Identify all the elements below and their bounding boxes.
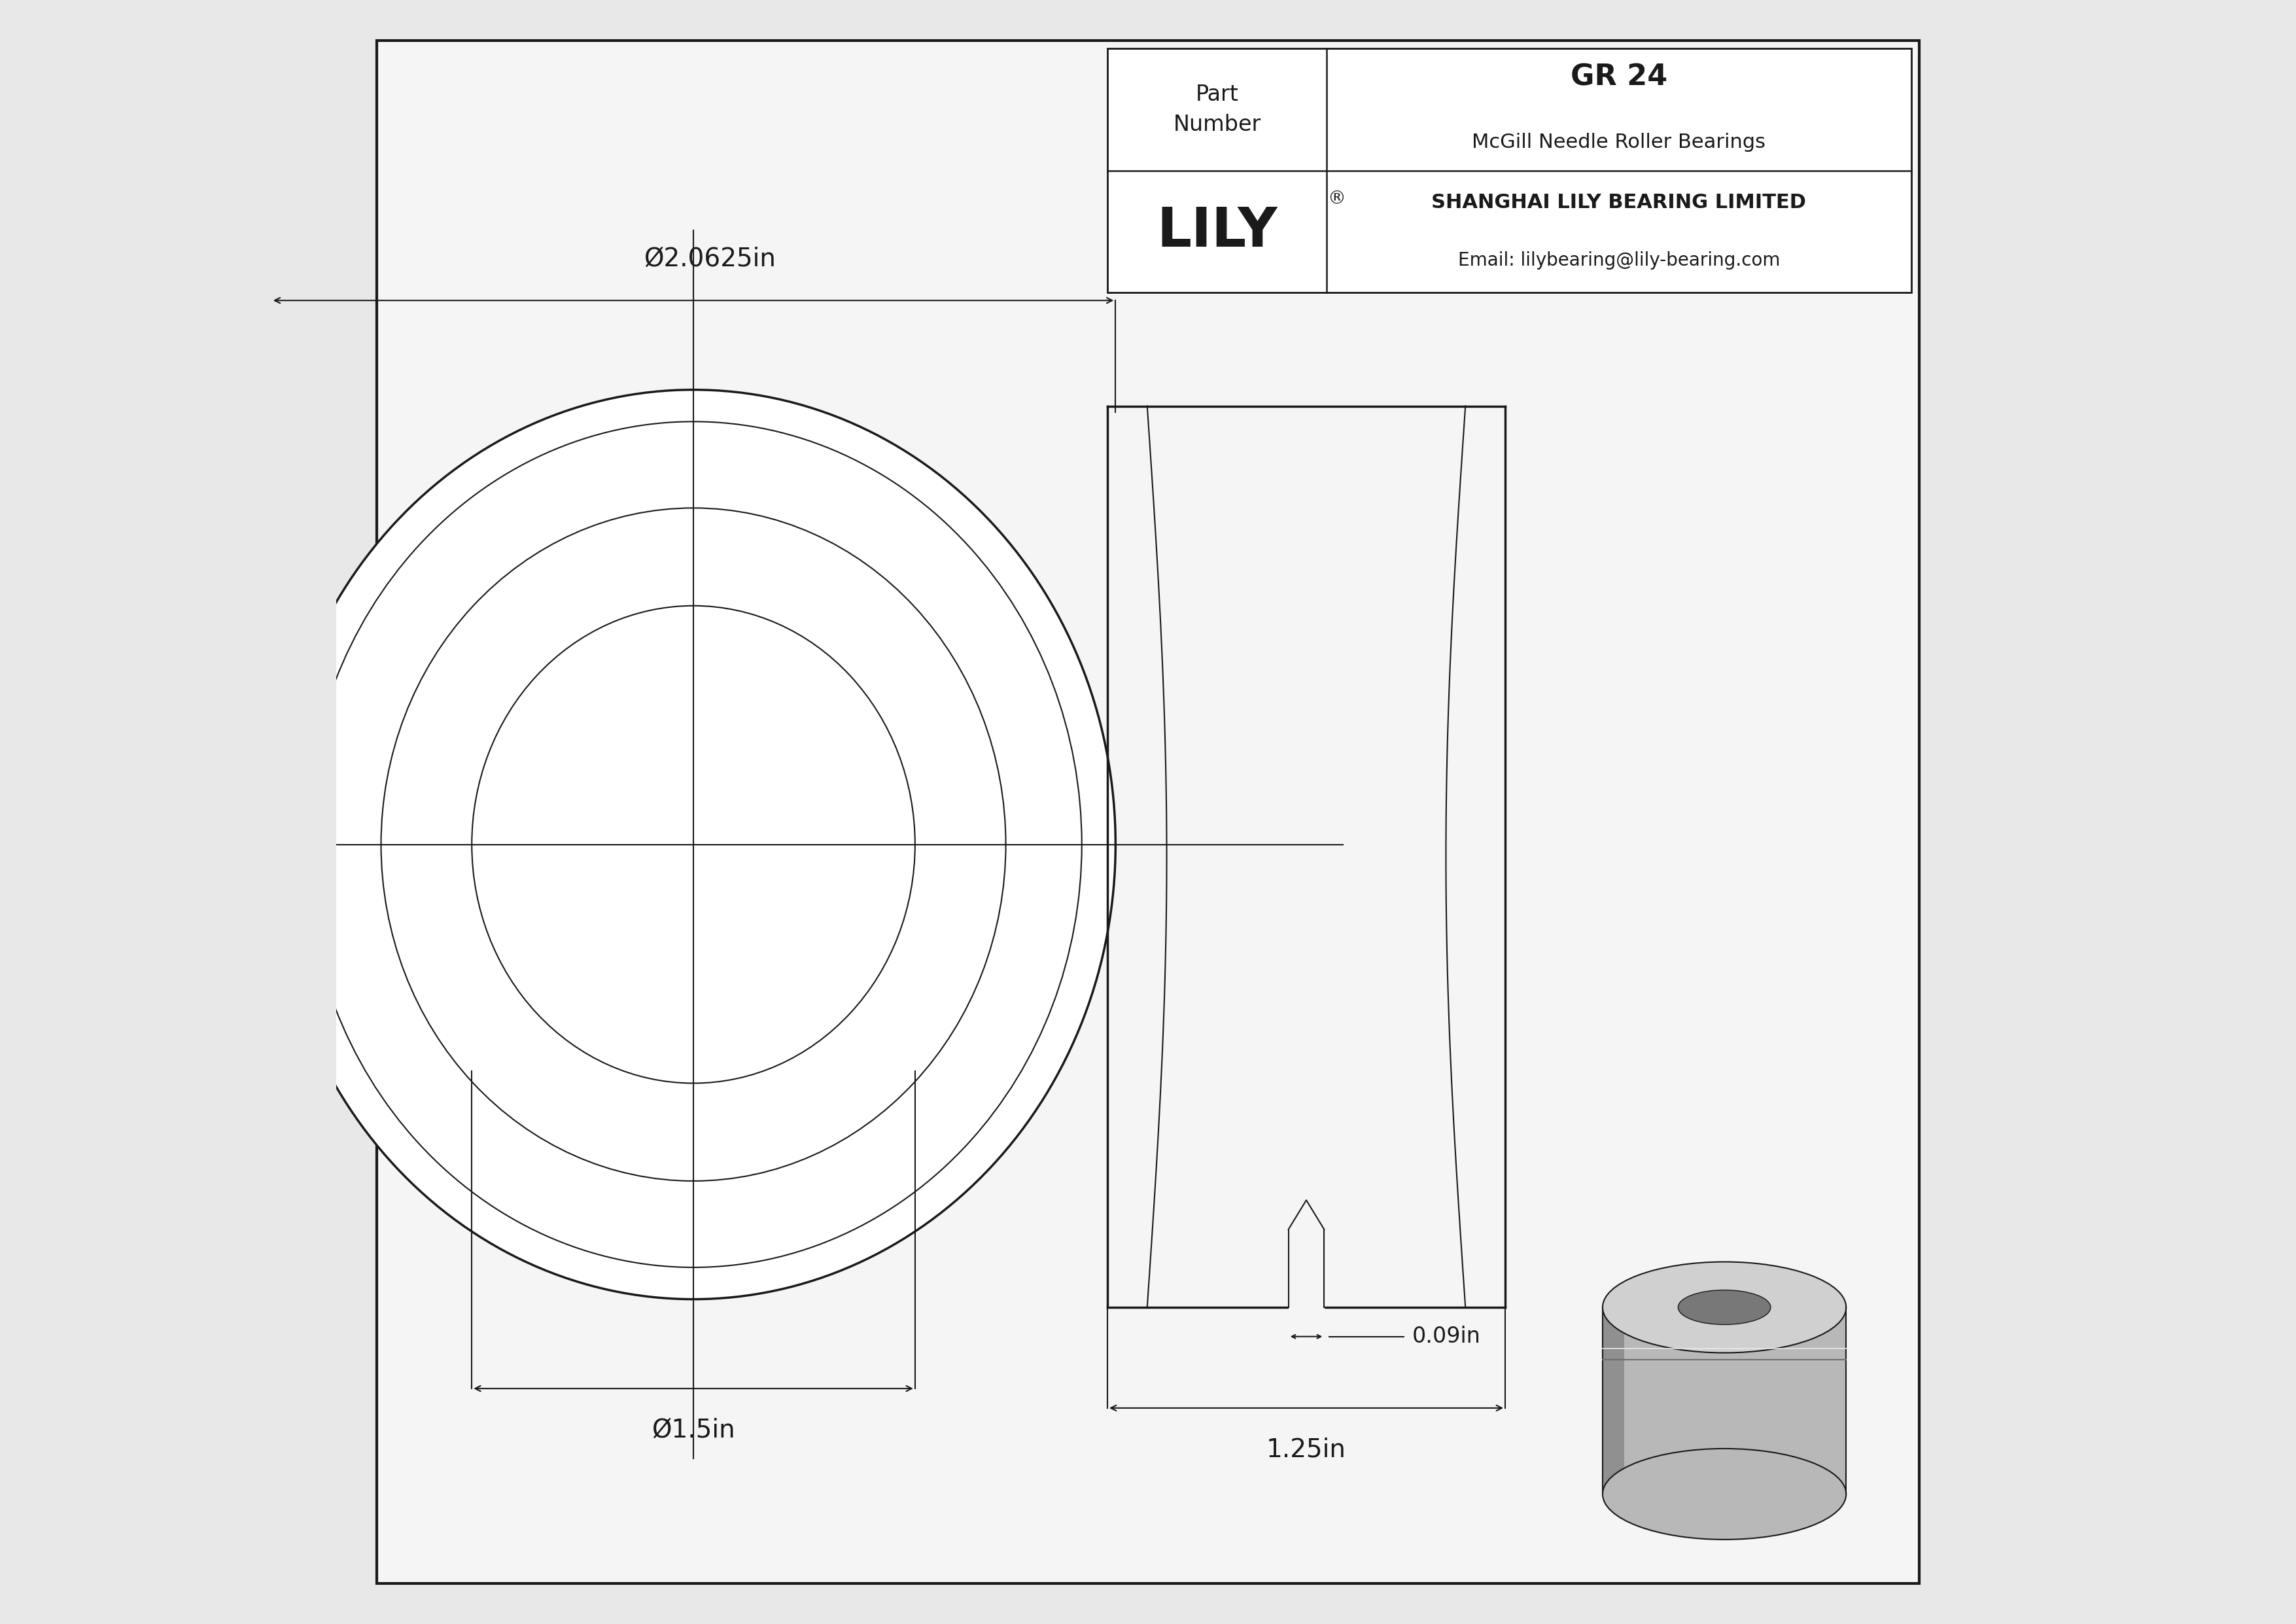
Text: SHANGHAI LILY BEARING LIMITED: SHANGHAI LILY BEARING LIMITED xyxy=(1430,193,1807,211)
Text: LILY: LILY xyxy=(1157,205,1277,258)
Text: McGill Needle Roller Bearings: McGill Needle Roller Bearings xyxy=(1472,133,1766,151)
Bar xyxy=(1107,49,1910,292)
Polygon shape xyxy=(1603,1307,1846,1494)
Ellipse shape xyxy=(381,508,1006,1181)
Text: Ø2.0625in: Ø2.0625in xyxy=(643,247,776,271)
Text: ®: ® xyxy=(1327,190,1345,208)
Ellipse shape xyxy=(1603,1449,1846,1540)
Ellipse shape xyxy=(305,422,1081,1267)
Ellipse shape xyxy=(1603,1262,1846,1353)
Polygon shape xyxy=(1288,1229,1325,1315)
Ellipse shape xyxy=(1678,1289,1770,1325)
Polygon shape xyxy=(1603,1307,1626,1494)
Ellipse shape xyxy=(271,390,1116,1299)
Text: 0.09in: 0.09in xyxy=(1412,1325,1481,1348)
Ellipse shape xyxy=(471,606,916,1083)
Text: GR 24: GR 24 xyxy=(1570,63,1667,91)
Text: Part
Number: Part Number xyxy=(1173,84,1261,135)
Text: Email: lilybearing@lily-bearing.com: Email: lilybearing@lily-bearing.com xyxy=(1458,252,1779,270)
Text: Ø1.5in: Ø1.5in xyxy=(652,1418,735,1442)
Text: 1.25in: 1.25in xyxy=(1267,1437,1345,1462)
